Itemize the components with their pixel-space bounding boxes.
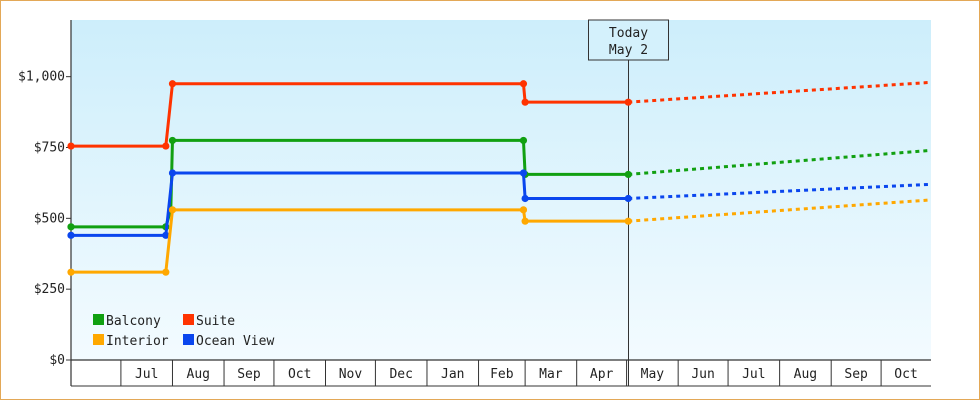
x-tick-label: Aug [187,367,210,382]
data-point-interior [168,206,177,214]
x-tick-label: Sep [844,367,868,382]
legend-swatch-balcony [93,314,104,325]
x-tick-label: Aug [794,367,817,382]
data-point-balcony [624,170,632,179]
today-marker: Today May 2 [588,19,669,386]
legend-label-interior: Interior [106,334,169,349]
series-lines [67,80,932,276]
x-tick-label: Feb [490,367,514,382]
x-tick-label: Dec [389,367,412,382]
data-point-suite [624,98,632,106]
series-line-suite [71,82,629,148]
legend-swatch-suite [183,314,194,325]
y-tick-label: $750 [34,141,65,156]
x-tick-label: Apr [590,367,614,382]
x-tick-label: Mar [539,367,563,382]
data-point-interior [519,206,528,214]
x-tick-label: Sep [237,367,261,382]
data-point-ocean-view [521,194,529,203]
forecast-line-suite [628,80,932,104]
axes: $0 $250 $500 $750 $1,000 Jul Aug Sep Oct Nov Dec Ja… [18,20,931,387]
legend-label-ocean-view: Ocean View [196,334,274,349]
forecast-line-balcony [628,148,932,176]
y-tick-label: $500 [34,211,65,226]
data-point-suite [168,80,177,88]
legend: Balcony Suite Interior Ocean View [93,314,274,349]
data-point-ocean-view [519,169,528,177]
today-label: Today [609,26,648,41]
legend-swatch-interior [93,334,104,345]
data-point-balcony [67,223,75,231]
data-point-suite [521,98,529,106]
data-point-interior [624,217,632,225]
x-tick-label: Jun [691,367,714,382]
x-tick-label: Jan [441,367,464,382]
legend-label-balcony: Balcony [106,314,161,329]
x-tick-label: Oct [894,367,917,382]
data-point-balcony [519,136,528,145]
data-point-ocean-view [162,231,170,239]
today-date: May 2 [609,43,648,58]
data-point-suite [67,142,75,150]
data-point-ocean-view [168,169,177,177]
series-line-ocean-view [71,171,629,237]
x-tick-label: Oct [288,367,311,382]
series-line-interior [71,208,629,274]
y-tick-label: $1,000 [18,70,65,85]
data-point-interior [521,217,529,225]
data-point-ocean-view [67,231,75,239]
x-tick-label: Nov [339,367,363,382]
forecast-line-ocean-view [628,182,932,200]
plot-background [71,20,931,360]
today-box [588,19,669,61]
x-tick-label: May [641,367,665,382]
y-tick-label: $250 [34,282,65,297]
x-tick-label: Jul [742,367,765,382]
forecast-line-interior [628,198,932,223]
x-tick-label: Jul [135,367,158,382]
data-point-suite [162,142,170,150]
data-point-suite [519,80,528,88]
data-point-balcony [168,136,177,145]
y-tick-label: $0 [49,353,65,368]
legend-label-suite: Suite [196,314,235,329]
legend-swatch-ocean-view [183,334,194,345]
data-point-interior [67,268,75,276]
data-point-interior [162,268,170,276]
data-point-ocean-view [624,194,632,203]
